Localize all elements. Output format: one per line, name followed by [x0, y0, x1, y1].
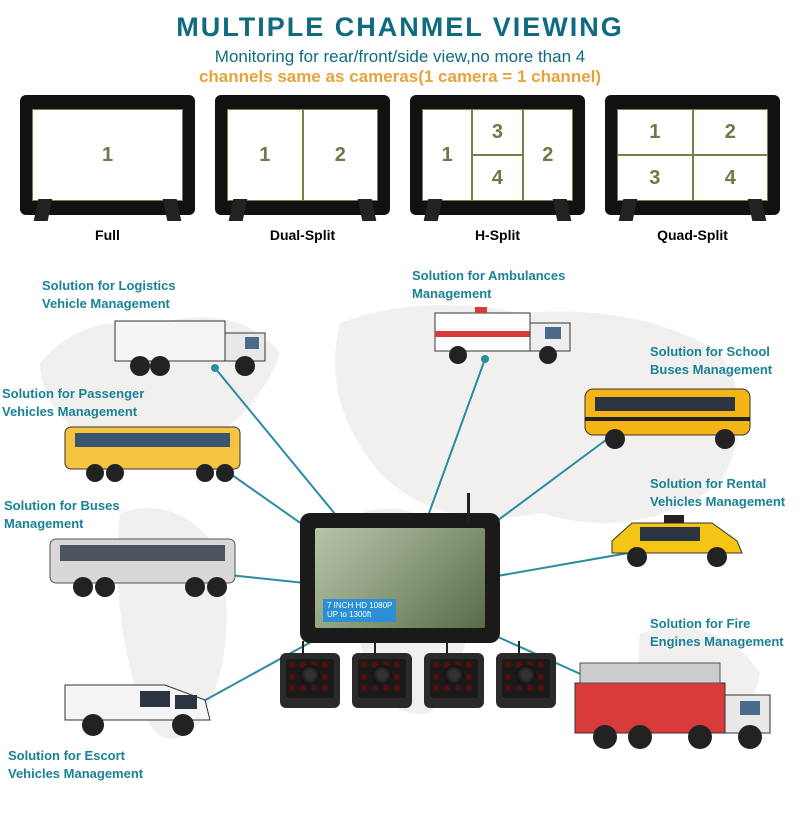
vehicle-escort	[55, 665, 225, 745]
monitor-unit: 1 Full	[20, 95, 195, 243]
subtitle-highlight: channels same as cameras(1 camera = 1 ch…	[0, 67, 800, 87]
page-title: MULTIPLE CHANMEL VIEWING	[0, 12, 800, 43]
monitor-label: Full	[95, 227, 120, 243]
badge-line2: UP to 1300ft	[327, 610, 392, 620]
monitor-unit: 1324 H-Split	[410, 95, 585, 243]
device-monitor: 7 INCH HD 1080P UP to 1300ft	[300, 513, 500, 643]
monitor-unit: 1234 Quad-Split	[605, 95, 780, 243]
monitor-unit: 12 Dual-Split	[215, 95, 390, 243]
monitor-frame: 1324	[410, 95, 585, 215]
badge-line1: 7 INCH HD 1080P	[327, 601, 392, 611]
solutions-diagram: 7 INCH HD 1080P UP to 1300ft Solution fo…	[0, 253, 800, 813]
subtitle: Monitoring for rear/front/side view,no m…	[0, 47, 800, 67]
solution-label-schoolbus: Solution for SchoolBuses Management	[650, 343, 772, 378]
vehicle-rental	[602, 511, 752, 571]
monitor-screen: 1	[32, 109, 183, 201]
camera-icon	[352, 653, 412, 708]
solution-label-rental: Solution for RentalVehicles Management	[650, 475, 785, 510]
header: MULTIPLE CHANMEL VIEWING Monitoring for …	[0, 0, 800, 87]
camera-icon	[496, 653, 556, 708]
monitor-label: Dual-Split	[270, 227, 335, 243]
monitor-screen: 1324	[422, 109, 573, 201]
monitor-label: Quad-Split	[657, 227, 728, 243]
center-device: 7 INCH HD 1080P UP to 1300ft	[300, 513, 500, 663]
vehicle-logistics	[110, 311, 280, 381]
solution-label-fire: Solution for FireEngines Management	[650, 615, 784, 650]
vehicle-passenger	[60, 419, 250, 484]
vehicle-ambulance	[430, 301, 580, 365]
camera-icon	[424, 653, 484, 708]
solution-label-buses: Solution for BusesManagement	[4, 497, 120, 532]
monitor-frame: 12	[215, 95, 390, 215]
device-badge: 7 INCH HD 1080P UP to 1300ft	[323, 599, 396, 622]
monitor-frame: 1234	[605, 95, 780, 215]
monitor-screen: 1234	[617, 109, 768, 201]
camera-icon	[280, 653, 340, 708]
solution-label-logistics: Solution for LogisticsVehicle Management	[42, 277, 176, 312]
antenna-icon	[467, 493, 470, 521]
vehicle-fire	[570, 653, 780, 753]
device-screen: 7 INCH HD 1080P UP to 1300ft	[315, 528, 485, 628]
solution-label-passenger: Solution for PassengerVehicles Managemen…	[2, 385, 144, 420]
monitor-label: H-Split	[475, 227, 520, 243]
vehicle-schoolbus	[580, 379, 760, 451]
solution-label-ambulance: Solution for AmbulancesManagement	[412, 267, 565, 302]
monitor-frame: 1	[20, 95, 195, 215]
cameras-group	[280, 653, 556, 708]
solution-label-escort: Solution for EscortVehicles Management	[8, 747, 143, 782]
monitors-row: 1 Full 12 Dual-Split 1324 H-Split 1234 Quad-Spl…	[0, 95, 800, 243]
vehicle-buses	[45, 531, 245, 601]
monitor-screen: 12	[227, 109, 378, 201]
